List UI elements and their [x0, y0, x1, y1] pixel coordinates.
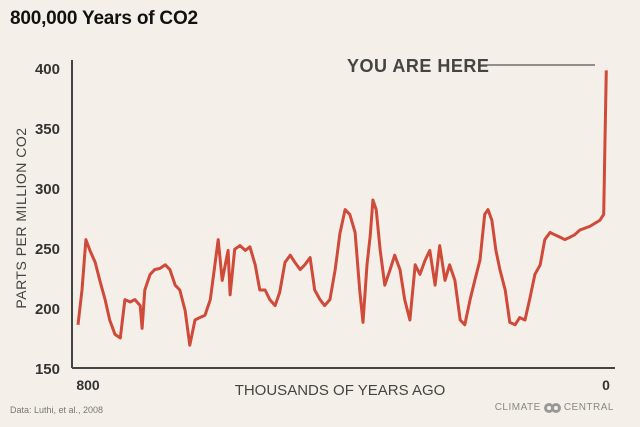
x-axis-label: THOUSANDS OF YEARS AGO [235, 382, 446, 399]
y-tick-label: 200 [35, 301, 60, 318]
x-tick-label: 800 [76, 377, 100, 393]
y-axis-label: PARTS PER MILLION CO2 [13, 127, 29, 308]
annotation-you-are-here: YOU ARE HERE [347, 56, 489, 76]
data-source: Data: Luthi, et al., 2008 [10, 405, 104, 415]
y-tick-label: 350 [35, 121, 60, 138]
chart-title: 800,000 Years of CO2 [10, 8, 198, 29]
co2-series-line [76, 70, 608, 347]
logo-text-left: CLIMATE [494, 402, 541, 413]
y-tick-label: 250 [35, 241, 60, 258]
climate-central-logo: CLIMATE CENTRAL [495, 402, 614, 413]
y-tick-label: 150 [35, 361, 60, 378]
logo-rings-icon [543, 402, 561, 413]
logo-text-right: CENTRAL [563, 402, 614, 413]
x-tick-label: 0 [602, 377, 610, 393]
y-tick-label: 300 [35, 181, 60, 198]
y-tick-label: 400 [35, 61, 60, 78]
